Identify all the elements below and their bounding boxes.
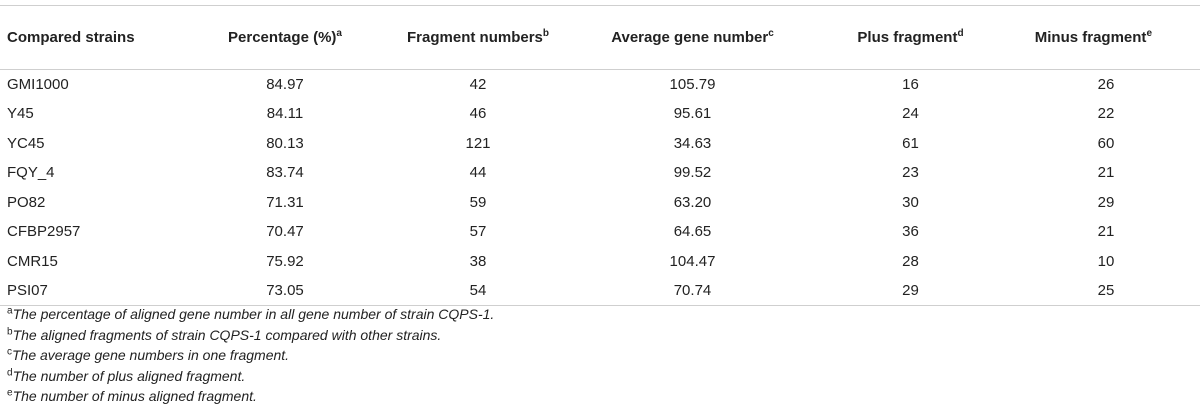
table-row: GMI1000 84.97 42 105.79 16 26 [0,70,1200,100]
footnote-mark: b [7,325,13,337]
header-row: Compared strains Percentage (%)a Fragmen… [0,5,1200,70]
cell-fragment-numbers: 57 [469,223,487,241]
cell-minus-fragment: 22 [1097,105,1115,123]
table-row: PO82 71.31 59 63.20 30 29 [0,188,1200,218]
header-average-gene-number: Average gene numberc [611,27,774,46]
cell-strain: PSI07 [7,282,48,299]
cell-plus-fragment: 61 [902,134,919,152]
header-percentage: Percentage (%)a [228,27,342,46]
cell-percentage: 84.11 [266,105,304,123]
header-minus-fragment: Minus fragmente [1034,27,1152,46]
cell-percentage: 75.92 [266,252,304,270]
cell-percentage: 71.31 [266,193,304,211]
cell-plus-fragment: 29 [902,282,919,299]
table-row: CMR15 75.92 38 104.47 28 10 [0,247,1200,277]
footnote: dThe number of plus aligned fragment. [7,366,494,387]
footnote-text: The percentage of aligned gene number in… [12,306,495,322]
footnote-mark: e [7,387,13,399]
cell-average-gene-number: 34.63 [673,134,712,152]
table-row: YC45 80.13 121 34.63 61 60 [0,129,1200,159]
cell-fragment-numbers: 46 [469,105,487,123]
cell-percentage: 83.74 [266,164,304,182]
footnote: cThe average gene numbers in one fragmen… [7,345,494,366]
table-row: PSI07 73.05 54 70.74 29 25 [0,276,1200,306]
cell-percentage: 70.47 [266,223,304,241]
cell-fragment-numbers: 59 [469,193,487,211]
cell-fragment-numbers: 121 [465,134,491,152]
footnote-text: The average gene numbers in one fragment… [12,347,290,363]
cell-average-gene-number: 105.79 [669,76,716,93]
cell-plus-fragment: 24 [902,105,919,123]
cell-percentage: 80.13 [266,134,304,152]
comparison-table: Compared strains Percentage (%)a Fragmen… [0,5,1200,306]
header-plus-fragment: Plus fragmentd [857,27,964,46]
footnote-text: The number of plus aligned fragment. [12,367,246,384]
footnote: aThe percentage of aligned gene number i… [7,304,494,325]
cell-minus-fragment: 29 [1097,193,1115,211]
cell-plus-fragment: 16 [902,76,919,93]
footnote-mark: d [7,366,13,378]
cell-minus-fragment: 21 [1097,164,1115,182]
cell-fragment-numbers: 44 [469,164,487,182]
cell-strain: FQY_4 [7,164,55,182]
cell-minus-fragment: 10 [1097,252,1115,270]
cell-plus-fragment: 36 [902,223,919,241]
cell-plus-fragment: 30 [902,193,919,211]
cell-average-gene-number: 104.47 [669,252,716,270]
cell-strain: CMR15 [7,252,58,270]
cell-strain: YC45 [7,134,45,152]
table-row: Y45 84.11 46 95.61 24 22 [0,99,1200,129]
cell-average-gene-number: 70.74 [673,282,712,299]
cell-average-gene-number: 99.52 [673,164,712,182]
header-compared-strains: Compared strains [7,28,135,46]
cell-percentage: 84.97 [266,76,304,93]
cell-strain: GMI1000 [7,76,69,93]
cell-plus-fragment: 23 [902,164,919,182]
table-footnotes: aThe percentage of aligned gene number i… [7,304,494,407]
header-fragment-numbers: Fragment numbersb [407,27,549,46]
cell-fragment-numbers: 38 [469,252,487,270]
cell-average-gene-number: 64.65 [673,223,712,241]
footnote-mark: c [7,346,12,358]
cell-average-gene-number: 63.20 [673,193,712,211]
cell-minus-fragment: 21 [1097,223,1115,241]
footnote: eThe number of minus aligned fragment. [7,386,494,407]
cell-average-gene-number: 95.61 [673,105,712,123]
cell-fragment-numbers: 54 [469,282,487,299]
cell-minus-fragment: 25 [1097,282,1115,299]
table-row: CFBP2957 70.47 57 64.65 36 21 [0,217,1200,247]
cell-fragment-numbers: 42 [469,76,487,93]
cell-plus-fragment: 28 [902,252,919,270]
cell-strain: Y45 [7,105,34,123]
cell-strain: CFBP2957 [7,223,81,241]
footnote: bThe aligned fragments of strain CQPS-1 … [7,325,494,346]
footnote-text: The aligned fragments of strain CQPS-1 c… [12,326,442,343]
cell-strain: PO82 [7,193,46,211]
table-row: FQY_4 83.74 44 99.52 23 21 [0,158,1200,188]
footnote-mark: a [7,305,13,317]
cell-percentage: 73.05 [266,282,304,299]
cell-minus-fragment: 60 [1097,134,1115,152]
cell-minus-fragment: 26 [1097,76,1115,93]
footnote-text: The number of minus aligned fragment. [12,388,257,404]
